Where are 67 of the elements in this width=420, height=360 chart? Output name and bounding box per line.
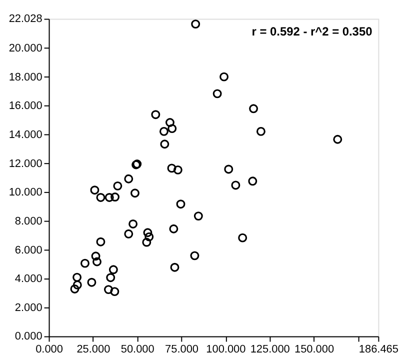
point (176, 200, 186, 209)
point (92, 257, 102, 266)
y-tick-label: 4.000 (14, 273, 42, 286)
x-tick-label: 150.000 (294, 344, 334, 356)
point (212, 89, 222, 98)
x-tick-label: 100.000 (206, 344, 246, 356)
point (104, 285, 113, 294)
x-tick-label: 186.465 (358, 344, 398, 356)
point (91, 252, 100, 261)
x-tick-label: 25.000 (76, 344, 110, 356)
point (106, 273, 116, 282)
y-tick-label: 12.000 (8, 158, 42, 170)
point (333, 134, 342, 144)
point (194, 212, 203, 221)
point (72, 280, 82, 290)
point (169, 224, 178, 234)
point (191, 20, 200, 29)
annotation: r = 0.592 - r^2 = 0.350 (252, 24, 373, 39)
point (190, 251, 200, 260)
y-tick-label: 8.000 (14, 215, 42, 228)
y-tick-label: 0.000 (14, 330, 42, 343)
x-tick-label: 50.000 (120, 344, 154, 356)
point (108, 265, 118, 274)
point (224, 164, 234, 174)
point (104, 192, 114, 202)
point (173, 165, 182, 174)
point (249, 104, 258, 114)
point (70, 284, 80, 294)
point (142, 238, 152, 247)
point (167, 164, 176, 173)
point (87, 278, 96, 287)
point (248, 176, 258, 186)
point (110, 192, 120, 202)
point (72, 272, 82, 282)
point (168, 124, 177, 134)
y-tick-label: 10.000 (8, 186, 42, 199)
y-tick-label: 20.000 (8, 42, 42, 54)
point (124, 229, 134, 238)
point (165, 118, 174, 127)
point (96, 237, 106, 246)
point (238, 233, 248, 242)
point (159, 126, 168, 136)
x-tick-label: 0.000 (36, 344, 63, 356)
point (256, 126, 266, 136)
point (160, 140, 170, 149)
y-tick-label: 6.000 (14, 244, 42, 256)
point (144, 232, 154, 242)
point (80, 258, 90, 268)
point (170, 262, 180, 272)
point (143, 228, 152, 238)
point (130, 188, 140, 198)
point (220, 72, 229, 82)
x-tick-label: 125.000 (250, 344, 290, 356)
point (124, 174, 134, 184)
point (96, 192, 106, 202)
y-tick-label: 14.000 (8, 128, 42, 141)
y-tick-label: 2.000 (14, 302, 42, 314)
point (151, 110, 160, 120)
point (90, 186, 100, 195)
point (110, 287, 120, 296)
y-tick-label: 18.000 (8, 71, 42, 84)
point (128, 220, 138, 228)
y-tick-label: 16.000 (8, 100, 42, 112)
point (231, 180, 240, 190)
point (113, 181, 122, 190)
x-tick-label: 75.000 (165, 344, 199, 356)
y-tick-label: 22.028 (8, 13, 42, 26)
